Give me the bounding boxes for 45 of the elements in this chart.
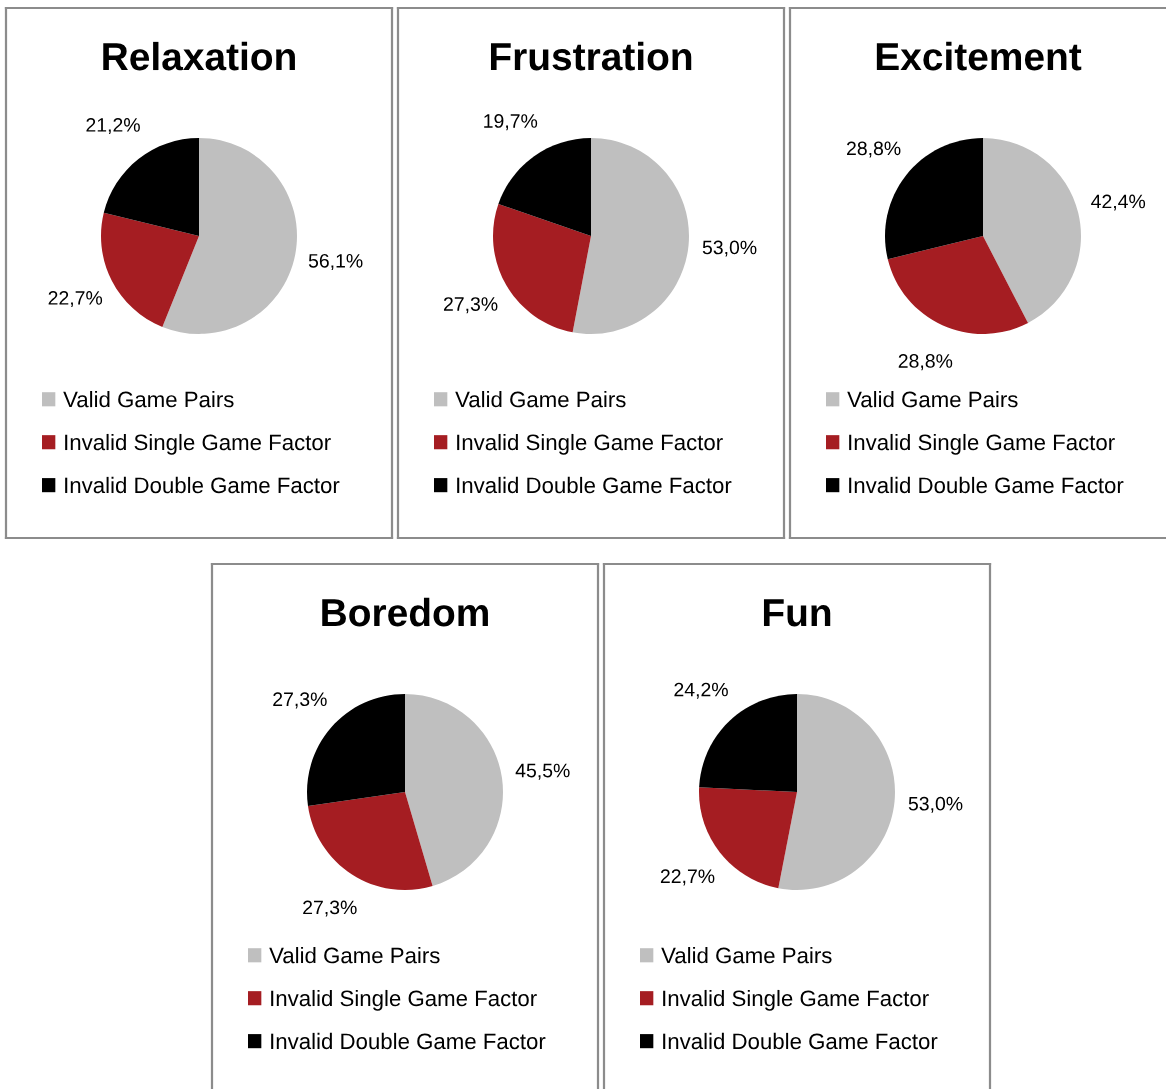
pie-slice [572, 138, 689, 334]
pie-slice [498, 138, 591, 236]
legend-label: Invalid Double Game Factor [849, 476, 1124, 494]
legend-label: Invalid Double Game Factor [271, 1032, 546, 1050]
legend-label: Invalid Single Game Factor [271, 989, 537, 1011]
pie-slice [162, 138, 297, 334]
legend-label: Invalid Single Game Factor [457, 433, 723, 455]
data-label: 28,8% [898, 354, 953, 371]
data-label: 28,8% [846, 141, 901, 158]
legend-label: Valid Game Pairs [63, 391, 234, 408]
legend-label: Valid Game Pairs [847, 391, 1018, 408]
pie-slice [101, 212, 199, 327]
legend-label: Valid Game Pairs [455, 391, 626, 408]
data-label: 53,0% [908, 796, 963, 813]
data-label: 27,3% [443, 297, 498, 314]
data-label: 42,4% [1091, 194, 1146, 211]
pie-slice [103, 138, 199, 236]
data-label: 19,7% [484, 114, 538, 131]
pie-slice [887, 236, 1029, 334]
pie-slice [405, 694, 503, 887]
legend-label: Invalid Double Game Factor [457, 476, 732, 494]
data-label: 22,7% [48, 291, 103, 308]
pie-slice [778, 694, 895, 890]
data-label: 24,2% [674, 682, 728, 699]
data-label: 56,1% [308, 253, 363, 271]
chart-title: Frustration [490, 41, 692, 71]
data-label: 27,3% [303, 900, 357, 917]
chart-title: Boredom [322, 597, 488, 627]
legend-label: Invalid Single Game Factor [663, 989, 929, 1011]
data-label: 45,5% [515, 763, 570, 780]
legend-label: Invalid Double Game Factor [65, 476, 340, 494]
data-label: 21,2% [86, 118, 140, 135]
legend-label: Invalid Single Game Factor [65, 433, 331, 455]
chart-title: Excitement [876, 41, 1082, 71]
chart-title: Fun [763, 599, 831, 627]
data-label: 53,0% [702, 240, 757, 257]
legend-label: Invalid Single Game Factor [849, 433, 1115, 455]
legend-label: Invalid Double Game Factor [663, 1032, 938, 1050]
pie-slice [983, 138, 1081, 324]
legend-label: Valid Game Pairs [661, 947, 832, 964]
legend-label: Valid Game Pairs [269, 947, 440, 964]
pie-slice [308, 792, 433, 890]
chart-title: Relaxation [103, 41, 295, 71]
data-label: 22,7% [660, 869, 715, 886]
data-label: 27,3% [273, 692, 327, 709]
